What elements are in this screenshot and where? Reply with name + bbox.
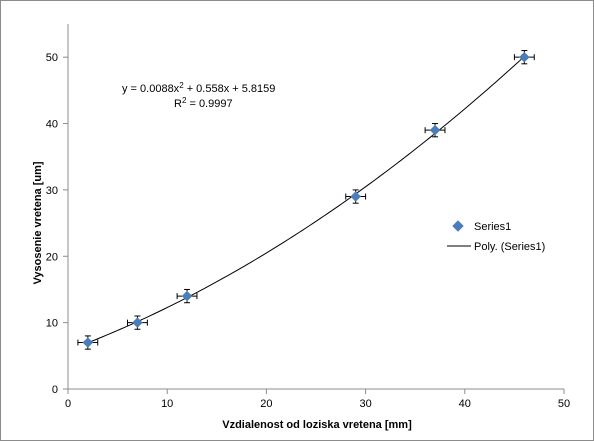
legend: Series1 Poly. (Series1) bbox=[447, 220, 545, 253]
x-ticks: 0 10 20 30 40 50 bbox=[65, 389, 570, 410]
x-tick-label: 50 bbox=[558, 398, 570, 410]
legend-series-label: Series1 bbox=[474, 221, 511, 233]
x-axis-title: Vzdialenost od loziska vretena [mm] bbox=[222, 419, 412, 431]
trendline-curve bbox=[87, 56, 525, 344]
axes: 0 10 20 30 40 50 0 10 20 30 40 50 bbox=[46, 24, 570, 410]
y-tick-label: 30 bbox=[46, 185, 58, 197]
data-point bbox=[429, 124, 441, 136]
legend-series-marker bbox=[452, 220, 464, 232]
y-tick-label: 10 bbox=[46, 318, 58, 330]
data-point bbox=[518, 51, 530, 63]
y-tick-label: 20 bbox=[46, 251, 58, 263]
legend-trendline-label: Poly. (Series1) bbox=[474, 241, 545, 253]
y-tick-label: 0 bbox=[52, 384, 58, 396]
y-axis-title: Vysosenie vretena [um] bbox=[32, 161, 44, 284]
y-ticks: 0 10 20 30 40 50 bbox=[46, 52, 68, 396]
data-point bbox=[181, 290, 193, 302]
data-point bbox=[132, 317, 143, 328]
x-tick-label: 10 bbox=[161, 398, 173, 410]
data-point bbox=[82, 337, 94, 348]
error-bars bbox=[77, 50, 535, 350]
x-tick-label: 40 bbox=[459, 398, 471, 410]
data-points bbox=[82, 51, 530, 348]
x-tick-label: 0 bbox=[65, 398, 71, 410]
trendline-equation: y = 0.0088x2 + 0.558x + 5.8159 bbox=[122, 81, 275, 95]
data-point bbox=[350, 191, 362, 202]
y-tick-label: 40 bbox=[46, 119, 58, 131]
y-tick-label: 50 bbox=[46, 52, 58, 64]
x-tick-label: 30 bbox=[359, 398, 371, 410]
x-tick-label: 20 bbox=[260, 398, 272, 410]
r-squared-label: R2 = 0.9997 bbox=[174, 96, 233, 110]
